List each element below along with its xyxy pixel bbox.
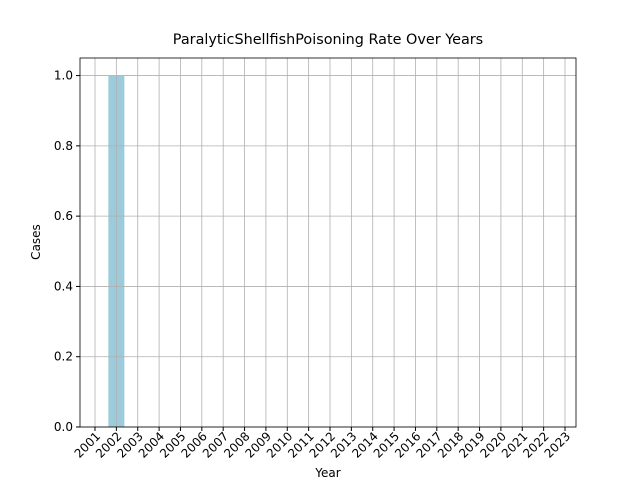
- y-tick-label: 0.4: [54, 279, 73, 293]
- chart-title: ParalyticShellfishPoisoning Rate Over Ye…: [173, 32, 483, 48]
- y-axis-label: Cases: [29, 224, 43, 260]
- x-axis-label: Year: [314, 466, 340, 480]
- y-tick-label: 1.0: [54, 69, 73, 83]
- y-tick-label: 0.8: [54, 139, 73, 153]
- y-tick-label: 0.2: [54, 350, 73, 364]
- y-tick-label: 0.0: [54, 420, 73, 434]
- y-tick-label: 0.6: [54, 209, 73, 223]
- plot-frame: [79, 57, 577, 428]
